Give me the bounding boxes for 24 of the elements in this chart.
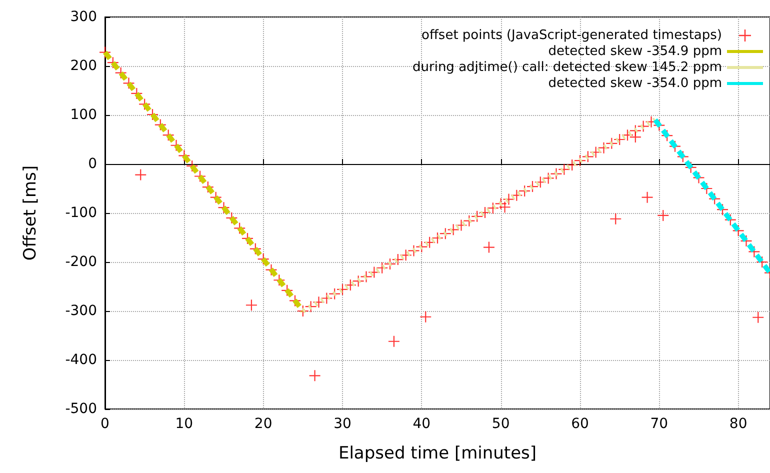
x-tick-label: 30: [334, 416, 352, 432]
x-tick-label: 70: [650, 416, 668, 432]
y-tick-label: -400: [65, 352, 97, 368]
x-tick-label: 50: [492, 416, 510, 432]
x-axis-title: Elapsed time [minutes]: [338, 444, 537, 464]
x-tick-label: 0: [100, 416, 110, 432]
y-tick-label: -300: [65, 303, 97, 319]
y-tick-label: 0: [88, 156, 97, 172]
x-tick-label: 80: [729, 416, 748, 432]
legend-label: during adjtime() call: detected skew 145.2 ppm: [412, 60, 722, 75]
y-tick-label: -500: [65, 401, 97, 417]
y-axis-title: Offset [ms]: [20, 165, 40, 261]
legend-label: detected skew -354.0 ppm: [548, 76, 722, 91]
y-tick-label: -100: [65, 205, 97, 221]
legend-label: offset points (JavaScript-generated timestaps): [422, 28, 722, 43]
x-tick-label: 10: [175, 416, 194, 432]
x-tick-label: 40: [412, 416, 431, 432]
y-tick-label: 200: [70, 58, 97, 74]
y-tick-label: 100: [70, 107, 97, 123]
x-tick-label: 60: [571, 416, 589, 432]
y-tick-label: 300: [70, 9, 97, 25]
y-tick-label: -200: [65, 254, 97, 270]
x-tick-label: 20: [254, 416, 272, 432]
legend-label: detected skew -354.9 ppm: [548, 44, 722, 59]
